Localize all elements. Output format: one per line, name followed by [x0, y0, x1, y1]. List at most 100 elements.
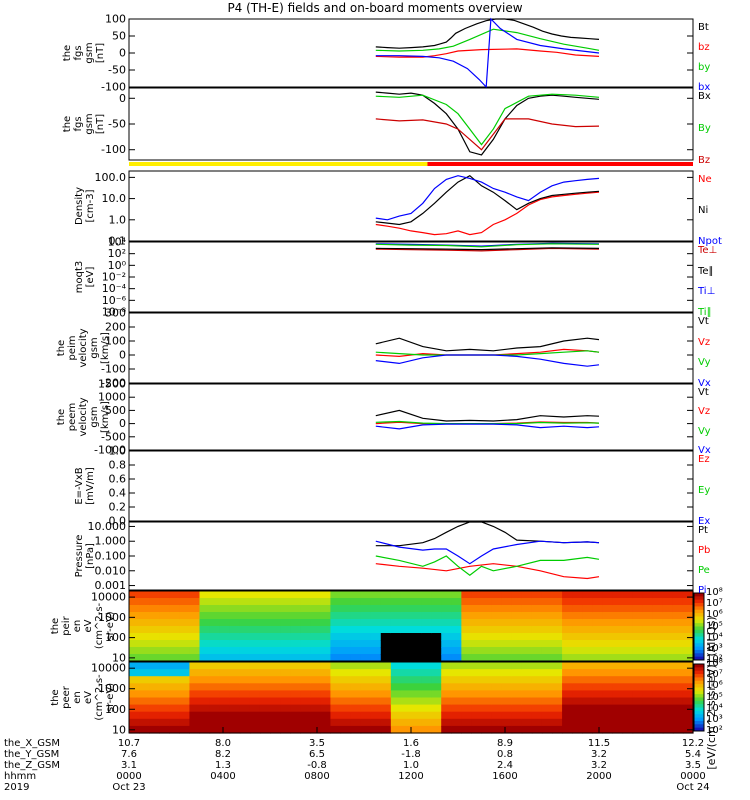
spectrogram-cell	[682, 669, 694, 677]
spectrogram-cell	[461, 662, 473, 670]
spectrogram-cell	[139, 626, 150, 634]
spectrogram-cell	[149, 654, 160, 662]
spectrogram-cell	[441, 704, 452, 713]
y-axis-label-line: Density	[74, 187, 85, 225]
spectrogram-cell	[622, 640, 634, 648]
spectrogram-cell	[541, 591, 553, 599]
spectrogram-cell	[340, 605, 352, 613]
series-line	[375, 174, 600, 226]
footer-value: -0.8	[307, 760, 327, 771]
y-axis-label-line: the	[50, 689, 61, 705]
spectrogram-cell	[582, 676, 593, 684]
spectrogram-cell	[179, 598, 191, 606]
spectrogram-cell	[602, 619, 614, 627]
spectrogram-cell	[421, 640, 432, 648]
spectrogram-cell	[330, 605, 342, 613]
spectrogram-cell	[552, 598, 563, 606]
spectrogram-cell	[491, 640, 503, 648]
spectrogram-cell	[280, 612, 291, 620]
spectrogram-cell	[149, 633, 160, 641]
y-axis-label-line: the	[56, 340, 67, 356]
spectrogram-cell	[652, 654, 664, 662]
colorbar-cell	[694, 707, 704, 712]
spectrogram-cell	[521, 711, 533, 720]
spectrogram-cell	[189, 704, 201, 713]
spectrogram-cell	[501, 676, 513, 684]
y-axis-label-line: eV	[83, 691, 94, 704]
spectrogram-cell	[280, 626, 291, 634]
spectrogram-cell	[582, 654, 593, 662]
spectrogram-cell	[431, 704, 442, 713]
y-tick-label: 10.000	[88, 520, 127, 533]
spectrogram-cell	[501, 654, 513, 662]
spectrogram-cell	[219, 598, 231, 606]
spectrogram-cell	[552, 683, 563, 691]
legend-entry: Pi	[698, 585, 707, 596]
spectrogram-cell	[129, 669, 140, 677]
spectrogram-cell	[652, 612, 664, 620]
spectrogram-cell	[159, 591, 170, 599]
spectrogram-cell	[249, 683, 261, 691]
spectrogram-cell	[602, 654, 614, 662]
spectrogram-cell	[370, 619, 382, 627]
spectrogram-cell	[592, 718, 603, 727]
spectrogram-cell	[451, 654, 462, 662]
spectrogram-cell	[471, 605, 483, 613]
spectrogram-cell	[270, 605, 281, 613]
spectrogram-cell	[652, 591, 664, 599]
spectrogram-cell	[370, 697, 382, 706]
spectrogram-cell	[350, 669, 362, 677]
spectrogram-cell	[249, 725, 261, 734]
y-tick-label: 10000	[91, 591, 126, 604]
spectrogram-cell	[411, 626, 422, 634]
spectrogram-cell	[229, 690, 241, 699]
spectrogram-cell	[330, 711, 342, 720]
spectrogram-cell	[380, 633, 392, 641]
spectrogram-cell	[682, 591, 694, 599]
spectrogram-cell	[562, 612, 573, 620]
spectrogram-cell	[139, 669, 150, 677]
spectrogram-cell	[622, 690, 634, 699]
footer-value: 1.0	[403, 760, 419, 771]
spectrogram-cell	[300, 662, 311, 670]
spectrogram-cell	[602, 647, 614, 655]
spectrogram-cell	[612, 662, 624, 670]
y-axis-label-line: eV	[83, 619, 94, 632]
spectrogram-cell	[531, 704, 543, 713]
spectrogram-cell	[400, 725, 412, 734]
spectrogram-cell	[209, 662, 221, 670]
spectrogram-cell	[552, 662, 563, 670]
y-axis-label-line: peim	[67, 335, 78, 360]
spectrogram-cell	[129, 605, 140, 613]
spectrogram-cell	[330, 640, 342, 648]
spectrogram-cell	[451, 676, 462, 684]
spectrogram-cell	[662, 711, 674, 720]
spectrogram-cell	[682, 704, 694, 713]
spectrogram-cell	[451, 612, 462, 620]
spectrogram-cell	[622, 662, 634, 670]
spectrogram-cell	[471, 711, 483, 720]
spectrogram-cell	[562, 662, 573, 670]
spectrogram-cell	[501, 647, 513, 655]
spectrogram-cell	[300, 690, 311, 699]
spectrogram-cell	[330, 662, 342, 670]
colorbar-tick-label: 10⁵	[706, 692, 723, 703]
spectrogram-cell	[380, 626, 392, 634]
legend-entry: Ti⊥	[698, 286, 716, 297]
spectrogram-cell	[531, 725, 543, 734]
spectrogram-cell	[360, 633, 372, 641]
spectrogram-cell	[642, 605, 654, 613]
spectrogram-cell	[501, 704, 513, 713]
spectrogram-cell	[471, 640, 483, 648]
spectrogram-cell	[139, 640, 150, 648]
footer-value: 1.3	[215, 760, 231, 771]
spectrogram-cell	[652, 633, 664, 641]
spectrogram-cell	[159, 690, 170, 699]
spectrogram-cell	[280, 605, 291, 613]
spectrogram-cell	[259, 598, 271, 606]
footer-value: 3.1	[121, 760, 137, 771]
spectrogram-cell	[199, 711, 211, 720]
spectrogram-cell	[662, 640, 674, 648]
spectrogram-cell	[481, 704, 493, 713]
spectrogram-cell	[582, 690, 593, 699]
